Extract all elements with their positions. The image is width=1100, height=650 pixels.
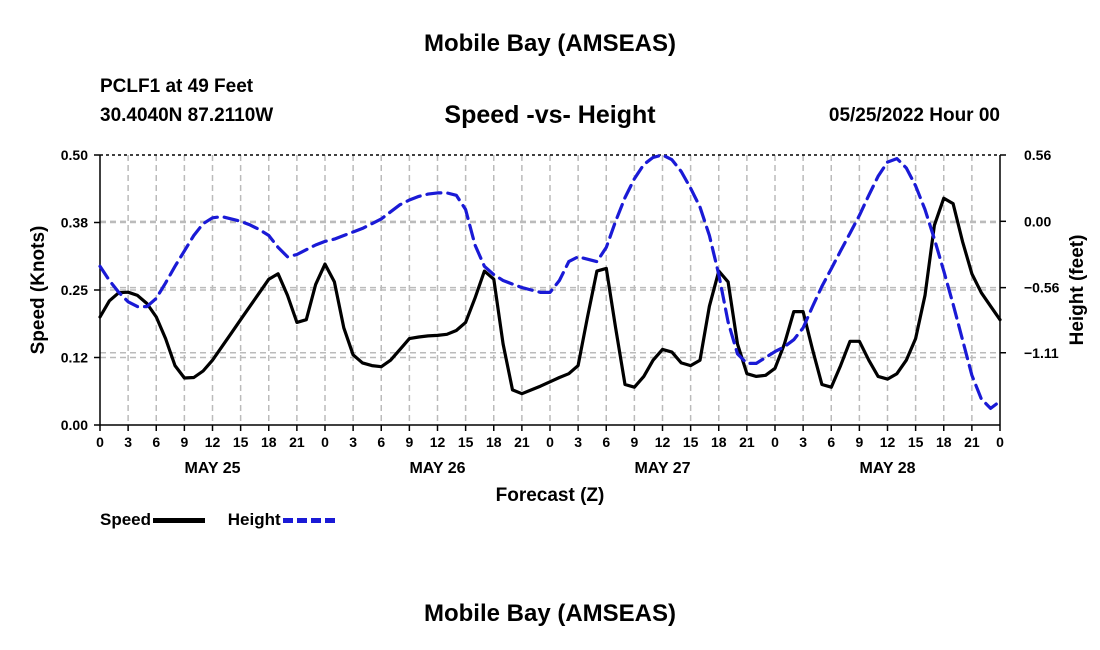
y-right-axis-label: Height (feet) <box>1067 235 1088 346</box>
x-axis-label: Forecast (Z) <box>496 485 605 506</box>
legend-label-height: Height <box>227 510 281 529</box>
x-tick-label: 9 <box>855 434 863 450</box>
x-tick-label: 12 <box>430 434 446 450</box>
x-tick-label: 3 <box>574 434 582 450</box>
x-tick-label: 15 <box>233 434 249 450</box>
x-tick-label: 21 <box>514 434 530 450</box>
day-label: MAY 26 <box>409 460 465 477</box>
coordinates-label: 30.4040N 87.2110W <box>100 105 274 126</box>
y-left-axis-label: Speed (Knots) <box>28 226 49 355</box>
legend-item-height: Height <box>228 510 335 530</box>
legend-item-speed: Speed <box>100 510 206 530</box>
x-tick-label: 6 <box>827 434 835 450</box>
x-tick-label: 0 <box>996 434 1004 450</box>
bottom-title: Mobile Bay (AMSEAS) <box>423 600 677 627</box>
series-line-height <box>98 153 1002 410</box>
x-tick-label: 0 <box>771 434 779 450</box>
y-left-tick-label: 0.00 <box>61 417 88 433</box>
x-tick-label: 12 <box>655 434 671 450</box>
x-tick-label: 18 <box>261 434 277 450</box>
y-left-tick-label: 0.25 <box>61 282 88 298</box>
y-right-tick-label: 0.56 <box>1024 147 1051 163</box>
day-label: MAY 25 <box>184 460 240 477</box>
chart-subtitle: Speed -vs- Height <box>444 101 656 129</box>
x-tick-label: 6 <box>602 434 610 450</box>
day-label: MAY 27 <box>634 460 690 477</box>
x-tick-label: 12 <box>205 434 221 450</box>
x-tick-label: 18 <box>486 434 502 450</box>
x-tick-label: 21 <box>739 434 755 450</box>
station-label: PCLF1 at 49 Feet <box>100 76 254 97</box>
x-tick-label: 12 <box>880 434 896 450</box>
legend-swatch-height <box>282 517 335 523</box>
x-tick-label: 18 <box>936 434 952 450</box>
x-tick-label: 15 <box>908 434 924 450</box>
y-left-tick-label: 0.50 <box>61 147 88 163</box>
x-tick-label: 3 <box>799 434 807 450</box>
y-right-tick-label: −1.11 <box>1024 345 1059 361</box>
x-tick-label: 6 <box>377 434 385 450</box>
series-line-speed <box>98 196 1002 396</box>
x-tick-label: 15 <box>458 434 474 450</box>
x-tick-label: 3 <box>349 434 357 450</box>
x-tick-label: 9 <box>405 434 413 450</box>
legend-swatch-speed <box>153 517 206 523</box>
x-tick-label: 3 <box>124 434 132 450</box>
x-tick-label: 9 <box>630 434 638 450</box>
x-tick-label: 15 <box>683 434 699 450</box>
y-right-tick-label: 0.00 <box>1024 213 1051 229</box>
legend: Speed Height <box>100 510 353 530</box>
x-tick-label: 0 <box>321 434 329 450</box>
day-label: MAY 28 <box>859 460 915 477</box>
forecast-datetime: 05/25/2022 Hour 00 <box>828 105 1000 126</box>
x-tick-label: 6 <box>152 434 160 450</box>
x-tick-label: 21 <box>289 434 305 450</box>
y-left-tick-label: 0.38 <box>61 215 88 231</box>
x-tick-label: 21 <box>964 434 980 450</box>
x-tick-label: 18 <box>711 434 727 450</box>
y-left-tick-label: 0.12 <box>61 350 88 366</box>
chart-title: Mobile Bay (AMSEAS) <box>423 30 677 57</box>
x-tick-label: 9 <box>180 434 188 450</box>
legend-label-speed: Speed <box>100 510 152 529</box>
x-tick-label: 0 <box>96 434 104 450</box>
y-right-tick-label: −0.56 <box>1024 280 1060 296</box>
x-tick-label: 0 <box>546 434 554 450</box>
